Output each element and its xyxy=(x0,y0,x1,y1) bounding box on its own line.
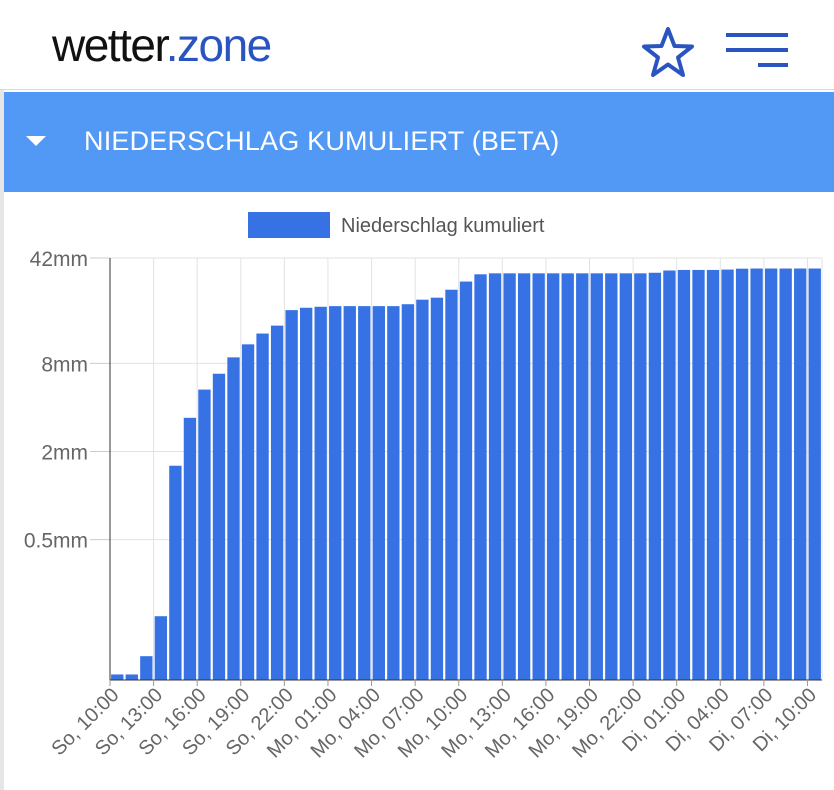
bar xyxy=(270,325,284,680)
y-tick-label: 2mm xyxy=(41,442,88,465)
bar xyxy=(590,273,603,680)
legend-label: Niederschlag kumuliert xyxy=(341,215,545,237)
bar xyxy=(532,273,545,680)
legend-swatch xyxy=(248,212,330,238)
bar xyxy=(430,297,444,680)
bar xyxy=(241,344,255,680)
bar xyxy=(677,269,691,680)
y-tick-label: 8mm xyxy=(41,353,88,376)
bar xyxy=(517,273,531,680)
bar xyxy=(387,306,400,680)
section-banner[interactable]: NIEDERSCHLAG KUMULIERT (BETA) xyxy=(4,92,834,192)
bar xyxy=(459,281,473,680)
caret-down-icon[interactable] xyxy=(26,136,46,146)
bar xyxy=(735,268,749,680)
bar xyxy=(634,273,647,680)
bar xyxy=(561,273,574,680)
bar xyxy=(183,417,197,680)
hamburger-icon[interactable] xyxy=(726,30,788,70)
bar xyxy=(547,273,560,680)
bar xyxy=(285,310,298,680)
bar xyxy=(779,268,792,680)
bar xyxy=(808,268,821,680)
section-title: NIEDERSCHLAG KUMULIERT (BETA) xyxy=(84,126,560,156)
bar xyxy=(372,306,385,680)
bar xyxy=(256,333,269,680)
bar xyxy=(227,357,240,680)
bar xyxy=(198,389,211,680)
bar xyxy=(663,270,676,680)
bar xyxy=(764,268,778,680)
site-header: wetter.zone xyxy=(0,0,834,90)
bar xyxy=(343,306,356,680)
bar xyxy=(299,307,313,680)
bar xyxy=(329,306,342,680)
bar xyxy=(474,274,487,680)
bar xyxy=(416,299,429,680)
bar xyxy=(125,674,138,680)
bar xyxy=(692,269,705,680)
bar xyxy=(169,465,182,680)
left-edge xyxy=(0,0,4,790)
bar xyxy=(706,269,720,680)
y-tick-label: 42mm xyxy=(30,248,88,271)
bar xyxy=(605,273,618,680)
bar xyxy=(314,306,327,680)
bar xyxy=(445,289,458,680)
bar xyxy=(750,268,763,680)
logo-tail: zone xyxy=(177,19,272,71)
bar xyxy=(488,273,502,680)
bar xyxy=(648,272,662,680)
star-icon[interactable] xyxy=(640,26,696,78)
y-tick-label: 0.5mm xyxy=(24,530,88,553)
bar xyxy=(154,616,168,680)
bar xyxy=(619,273,633,680)
bar xyxy=(794,268,807,680)
logo-dot: . xyxy=(165,19,179,71)
bar xyxy=(111,674,124,680)
bar xyxy=(401,304,415,680)
bar xyxy=(721,269,734,680)
logo-main: wetter xyxy=(52,19,167,71)
bar xyxy=(576,273,589,680)
bar xyxy=(503,273,516,680)
bar xyxy=(358,306,371,680)
wetterzone-logo[interactable]: wetter.zone xyxy=(52,19,272,71)
bar xyxy=(212,373,226,680)
bar xyxy=(140,656,153,680)
precipitation-chart: Niederschlag kumuliert0.5mm2mm8mm42mmSo,… xyxy=(24,212,823,762)
